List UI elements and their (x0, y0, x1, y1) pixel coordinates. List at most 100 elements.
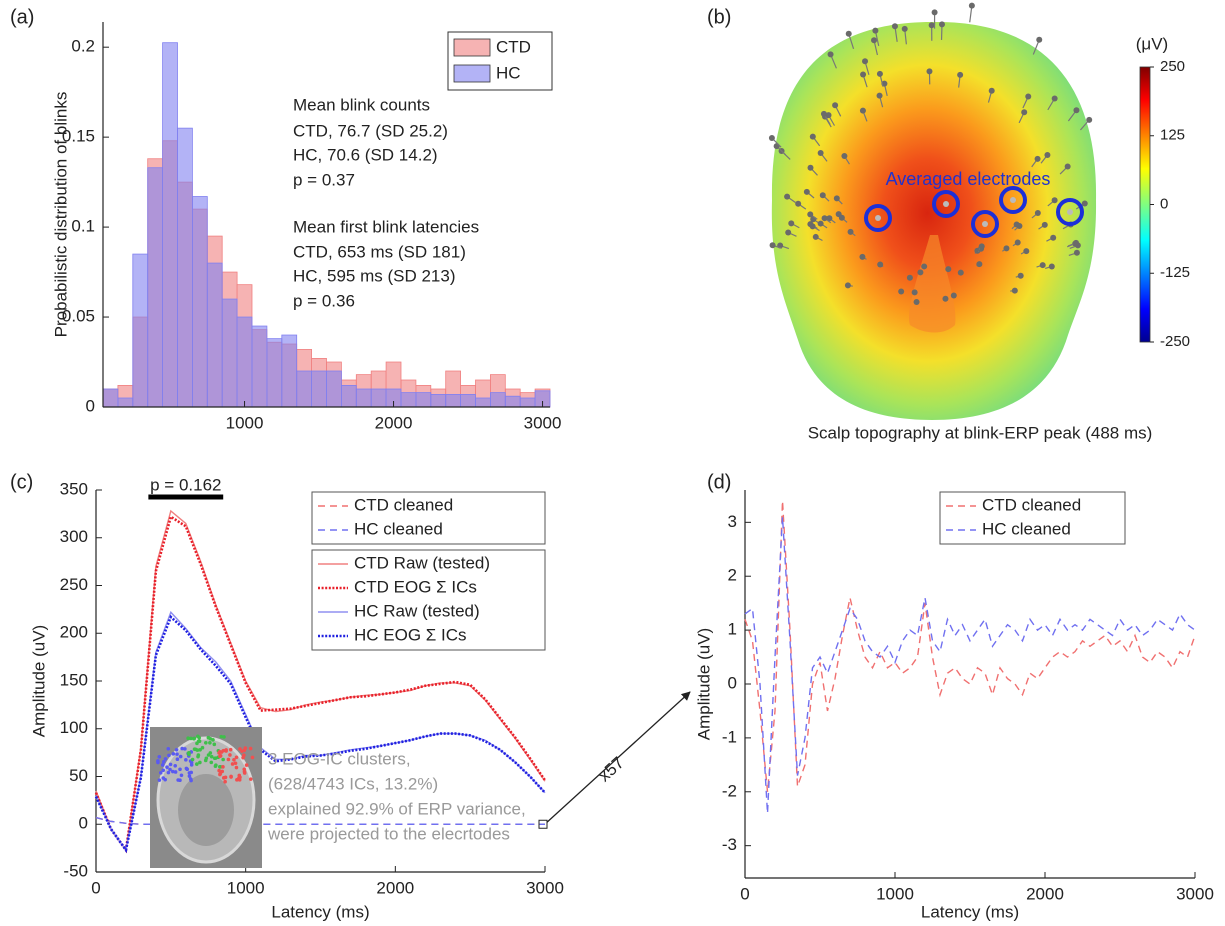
nose (909, 235, 956, 333)
inset-dot (166, 747, 171, 751)
electrode (826, 215, 833, 222)
inset-dot (163, 757, 168, 761)
electrode (809, 133, 816, 140)
histogram-bar (430, 394, 447, 408)
inset-dot (195, 748, 200, 752)
electrode (807, 164, 814, 171)
legend-label: HC EOG Σ ICs (354, 625, 467, 644)
inset-dot (196, 753, 201, 757)
x-tick-label: 0 (740, 884, 749, 903)
electrode (950, 292, 957, 299)
x-tick-label: 2000 (1026, 884, 1064, 903)
y-tick-label: 100 (60, 718, 88, 737)
electrode (928, 22, 935, 29)
electrode (1051, 95, 1058, 102)
y-tick-label: -3 (722, 835, 737, 854)
histogram-bar (415, 392, 432, 408)
inset-dot (187, 774, 192, 778)
annotation: were projected to the elecrtodes (267, 824, 510, 843)
y-tick-label: 50 (69, 766, 88, 785)
inset-dot (204, 756, 209, 761)
histogram-bar (340, 385, 357, 408)
y-axis-label: Amplitude (uV) (694, 628, 713, 740)
legend-label: HC Raw (tested) (354, 601, 480, 620)
annotation: explained 92.9% of ERP variance, (268, 799, 526, 818)
head (771, 21, 1097, 420)
electrode (820, 110, 827, 117)
electrode (1010, 197, 1016, 203)
electrode (1034, 155, 1041, 162)
significance-label: p = 0.162 (150, 475, 221, 494)
electrode (877, 261, 884, 268)
inset-dot (218, 754, 223, 758)
annotation: Averaged electrodes (886, 169, 1051, 189)
electrode (988, 87, 995, 94)
inset-dot (233, 761, 238, 766)
electrode (1081, 200, 1088, 207)
inset-dot (234, 765, 239, 770)
inset-dot (165, 765, 169, 769)
electrode (821, 215, 828, 222)
electrode (872, 27, 879, 34)
inset-dot (229, 775, 233, 779)
inset-dot (157, 754, 162, 759)
legend-box (311, 549, 546, 651)
x-tick-label: 2000 (376, 878, 414, 897)
electrode (891, 23, 898, 30)
electrode (1025, 93, 1032, 100)
electrode (1003, 245, 1010, 252)
panel-label: (c) (10, 471, 33, 493)
electrode (1067, 209, 1073, 215)
annotation: Mean blink counts (293, 95, 430, 114)
y-tick-label: 0 (79, 814, 88, 833)
electrode (795, 200, 802, 207)
inset-dot (178, 754, 183, 759)
inset-dot (242, 767, 247, 772)
inset-dot (221, 765, 225, 769)
series-line (94, 614, 546, 854)
electrode (917, 269, 924, 276)
inset-dot (223, 779, 227, 784)
x-tick-label: 3000 (1176, 884, 1214, 903)
electrode (1050, 234, 1057, 241)
y-tick-label: 0 (86, 396, 95, 415)
inset-dot (168, 762, 173, 767)
histogram-bar (519, 397, 536, 408)
electrode (875, 215, 881, 221)
electrode (931, 9, 938, 16)
electrode (817, 220, 824, 227)
inset-dot (238, 775, 242, 780)
inset-dot (217, 768, 221, 773)
electrode (1051, 197, 1058, 204)
electrode (859, 107, 866, 114)
averaged-electrode (971, 210, 999, 238)
inset-dot (226, 757, 231, 762)
inset-dot (228, 753, 232, 757)
y-tick-label: 0.15 (62, 127, 95, 146)
inset-dot (171, 752, 176, 756)
inset-dot (219, 734, 224, 739)
electrode (827, 51, 834, 58)
histogram-bar (489, 392, 506, 408)
histogram-bar (475, 397, 491, 408)
histogram-bar (355, 388, 372, 408)
averaged-electrode (864, 204, 892, 232)
electrode (1039, 262, 1046, 269)
legend-label: HC cleaned (982, 519, 1071, 538)
arrow-label: x57 (595, 753, 628, 785)
y-axis-label: Amplitude (uV) (29, 625, 48, 737)
annotation: CTD, 653 ms (SD 181) (293, 242, 466, 261)
inset-dot (156, 760, 160, 765)
electrode (968, 2, 975, 9)
histogram-bar (236, 316, 253, 408)
electrode (1014, 239, 1021, 246)
panel-label: (d) (707, 471, 731, 493)
electrode (1011, 287, 1018, 294)
electrode (809, 223, 816, 230)
electrode (788, 220, 795, 227)
electrode (838, 214, 845, 221)
electrode (911, 289, 918, 296)
y-tick-label: -50 (63, 861, 88, 880)
x-tick-label: 1000 (227, 878, 265, 897)
electrode (1073, 107, 1080, 114)
